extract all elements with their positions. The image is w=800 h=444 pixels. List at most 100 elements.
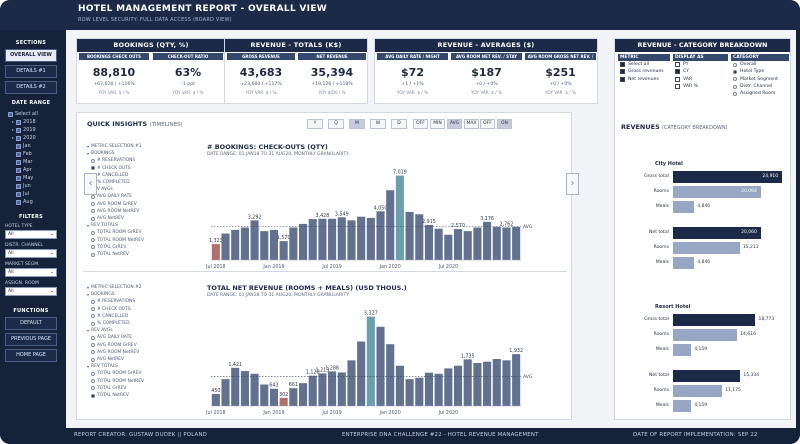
radio-icon[interactable] xyxy=(91,216,95,221)
prev-arrow-button[interactable]: ‹ xyxy=(84,173,97,195)
bar-20[interactable] xyxy=(405,379,414,406)
filter-dropdown[interactable]: All ⌄ xyxy=(5,249,57,258)
bar-16[interactable] xyxy=(366,217,375,260)
radio-icon[interactable] xyxy=(91,307,95,312)
checkbox-icon[interactable] xyxy=(16,175,21,181)
bar-21[interactable] xyxy=(415,377,424,406)
category-option[interactable]: Overall xyxy=(731,61,789,68)
checkbox-icon[interactable] xyxy=(16,135,22,141)
bar-7[interactable] xyxy=(279,241,288,260)
date-tree-item[interactable]: ▸ 2019 xyxy=(8,126,62,134)
bar-19[interactable] xyxy=(395,175,404,260)
bar-11[interactable] xyxy=(318,218,327,260)
bar-26[interactable] xyxy=(463,231,472,260)
period-button-q[interactable]: Q xyxy=(328,119,344,129)
category-option[interactable]: PY xyxy=(673,61,728,68)
metric-option[interactable]: # CHECK OUTS xyxy=(87,165,167,172)
date-tree-item[interactable]: Apr xyxy=(8,166,62,174)
bar-24[interactable] xyxy=(444,234,453,260)
bar-17[interactable] xyxy=(376,211,385,260)
bar-3[interactable] xyxy=(240,227,249,260)
revenue-bar[interactable] xyxy=(673,370,741,382)
revenue-bar[interactable] xyxy=(673,400,692,412)
filter-dropdown[interactable]: All ⌄ xyxy=(5,230,57,239)
toggle-button-off[interactable]: OFF xyxy=(480,119,495,129)
bar-14[interactable] xyxy=(347,360,356,406)
metric-option[interactable]: AVG DAILY RATE xyxy=(87,193,167,200)
revenue-bar[interactable] xyxy=(673,257,695,269)
bar-11[interactable] xyxy=(318,373,327,406)
metric-option[interactable]: # RESERVATIONS xyxy=(87,298,167,305)
bar-0[interactable] xyxy=(211,244,220,260)
bar-4[interactable] xyxy=(250,220,259,260)
category-option[interactable]: Distr. Channel xyxy=(731,83,789,90)
bar-1[interactable] xyxy=(221,379,230,406)
metric-option[interactable]: AVG NetREV xyxy=(87,215,167,222)
radio-icon[interactable] xyxy=(91,209,95,214)
checkbox-icon[interactable] xyxy=(620,69,625,75)
bar-9[interactable] xyxy=(298,383,308,406)
revenue-bar[interactable] xyxy=(673,314,756,326)
metric-option[interactable]: AVG ROOM GrREV xyxy=(87,342,167,349)
bar-28[interactable] xyxy=(483,361,492,406)
revenue-bar[interactable] xyxy=(673,385,723,397)
bar-30[interactable] xyxy=(502,227,511,260)
bar-31[interactable] xyxy=(512,226,521,260)
metric-option[interactable]: TOTAL GrREV xyxy=(87,385,167,392)
date-tree-item[interactable]: ▸ 2020 xyxy=(8,134,62,142)
metric-option[interactable]: # CANCELLED xyxy=(87,172,167,179)
filter-dropdown[interactable]: All ⌄ xyxy=(5,268,57,277)
metric-option[interactable]: # CANCELLED xyxy=(87,313,167,320)
bar-30[interactable] xyxy=(502,360,511,406)
bar-0[interactable] xyxy=(211,393,220,406)
bar-16[interactable] xyxy=(366,316,375,406)
checkbox-icon[interactable] xyxy=(675,84,680,90)
agg-button-avg[interactable]: AVG xyxy=(447,119,462,129)
bar-14[interactable] xyxy=(347,220,356,260)
metric-option[interactable]: AVG ROOM GrREV xyxy=(87,201,167,208)
checkbox-icon[interactable] xyxy=(16,183,21,189)
bar-23[interactable] xyxy=(434,373,443,406)
radio-icon[interactable] xyxy=(91,238,95,243)
function-button-0[interactable]: DEFAULT xyxy=(5,317,57,330)
bar-2[interactable] xyxy=(231,229,240,260)
metric-option[interactable]: TOTAL NetREV xyxy=(87,392,167,399)
date-tree-item[interactable]: Mar xyxy=(8,158,62,166)
agg-button-min[interactable]: MIN xyxy=(430,119,445,129)
bar-22[interactable] xyxy=(424,224,434,260)
checkbox-icon[interactable] xyxy=(675,62,680,68)
metric-option[interactable]: AVG NetREV xyxy=(87,356,167,363)
bar-23[interactable] xyxy=(434,228,443,260)
radio-icon[interactable] xyxy=(733,77,737,82)
radio-icon[interactable] xyxy=(91,372,95,377)
metric-option[interactable]: AVG DAILY RATE xyxy=(87,334,167,341)
date-tree-item[interactable]: Aug xyxy=(8,198,62,206)
bar-25[interactable] xyxy=(453,229,463,260)
bar-18[interactable] xyxy=(386,190,395,260)
radio-icon[interactable] xyxy=(91,357,95,362)
bar-9[interactable] xyxy=(298,223,308,260)
function-button-1[interactable]: PREVIOUS PAGE xyxy=(5,333,57,346)
metric-option[interactable]: % COMPLETED xyxy=(87,320,167,327)
metric-option[interactable]: TOTAL NetREV xyxy=(87,251,167,258)
radio-icon[interactable] xyxy=(733,62,737,67)
next-arrow-button[interactable]: › xyxy=(566,173,579,195)
radio-icon[interactable] xyxy=(91,343,95,348)
bar-13[interactable] xyxy=(337,372,346,406)
agg-button-off[interactable]: OFF xyxy=(413,119,428,129)
bar-26[interactable] xyxy=(463,359,472,406)
checkbox-icon[interactable] xyxy=(16,159,21,165)
revenue-bar[interactable] xyxy=(673,201,695,213)
metric-option[interactable]: # CHECK OUTS xyxy=(87,306,167,313)
bar-31[interactable] xyxy=(512,354,521,406)
bar-29[interactable] xyxy=(492,359,501,406)
bar-27[interactable] xyxy=(473,227,482,260)
date-tree-item[interactable]: Jan xyxy=(8,142,62,150)
period-button-m[interactable]: M xyxy=(349,119,365,129)
checkbox-icon[interactable] xyxy=(16,143,21,149)
category-option[interactable]: VAR xyxy=(673,76,728,83)
category-option[interactable]: Net revenues xyxy=(618,76,670,83)
radio-icon[interactable] xyxy=(91,393,95,398)
bar-8[interactable] xyxy=(289,227,298,260)
bar-18[interactable] xyxy=(386,344,395,406)
